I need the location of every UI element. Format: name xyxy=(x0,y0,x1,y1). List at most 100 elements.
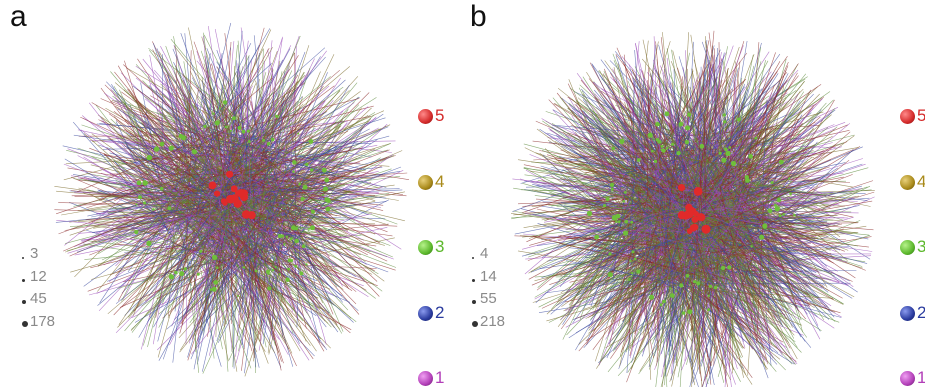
network-node xyxy=(686,274,690,278)
network-node xyxy=(628,278,631,281)
network-node xyxy=(771,181,774,184)
network-node xyxy=(634,258,637,261)
level-2-ball xyxy=(900,306,915,321)
size-legend-item: 14 xyxy=(470,266,505,289)
network-node xyxy=(762,223,767,228)
network-node xyxy=(624,191,627,194)
network-node xyxy=(606,197,610,201)
network-node xyxy=(624,220,628,224)
network-node xyxy=(618,221,621,224)
panel-b-size-legend: 4 14 55 218 xyxy=(470,243,505,333)
network-node xyxy=(654,160,657,163)
network-node xyxy=(779,160,784,165)
network-node xyxy=(788,177,790,179)
network-node xyxy=(707,308,710,311)
network-node xyxy=(696,281,700,285)
network-node xyxy=(629,260,631,262)
network-node xyxy=(708,295,710,297)
network-core-node xyxy=(682,212,690,220)
network-node xyxy=(687,309,692,314)
network-node xyxy=(669,288,671,290)
network-node xyxy=(655,122,660,127)
network-node xyxy=(616,214,621,219)
network-node xyxy=(619,139,624,144)
network-node xyxy=(594,235,599,240)
network-node xyxy=(777,198,781,202)
network-node xyxy=(603,204,606,207)
network-node xyxy=(631,272,633,274)
network-node xyxy=(637,158,640,161)
size-legend-item: 55 xyxy=(470,288,505,311)
network-core-node xyxy=(690,224,697,231)
network-node xyxy=(630,221,633,224)
network-node xyxy=(660,303,663,306)
level-3-ball xyxy=(900,240,915,255)
network-node xyxy=(719,152,722,155)
level-2-item: 2 xyxy=(900,303,925,323)
level-4-ball xyxy=(900,175,915,190)
network-node xyxy=(745,178,750,183)
network-core-node xyxy=(685,204,693,212)
network-node xyxy=(676,151,680,155)
network-node xyxy=(685,125,690,130)
network-node xyxy=(685,140,689,144)
network-node xyxy=(666,147,669,150)
network-node xyxy=(679,122,684,127)
network-node xyxy=(723,113,726,116)
network-node xyxy=(768,208,773,213)
network-node xyxy=(671,143,674,146)
network-node xyxy=(662,149,666,153)
network-node xyxy=(623,230,628,235)
network-node xyxy=(727,265,731,269)
network-node xyxy=(631,250,634,253)
level-5-item: 5 xyxy=(900,106,925,126)
network-node xyxy=(615,221,617,223)
network-node xyxy=(679,283,683,287)
network-node xyxy=(587,211,592,216)
network-node xyxy=(724,147,728,151)
network-node xyxy=(709,285,712,288)
network-node xyxy=(755,137,758,140)
network-node xyxy=(721,158,726,163)
network-node xyxy=(660,145,663,148)
network-node xyxy=(782,213,785,216)
network-node xyxy=(610,183,614,187)
network-node xyxy=(728,146,731,149)
network-node xyxy=(737,118,741,122)
network-core-node xyxy=(693,211,699,217)
level-3-item: 3 xyxy=(900,237,925,257)
network-node xyxy=(779,214,782,217)
network-node xyxy=(649,295,654,300)
network-node xyxy=(714,286,718,290)
size-legend-item: 218 xyxy=(470,311,505,334)
network-core-node xyxy=(678,184,685,191)
network-node xyxy=(687,113,691,117)
network-node xyxy=(731,161,736,166)
network-core-node xyxy=(702,225,711,234)
level-1-item: 1 xyxy=(900,368,925,388)
network-node xyxy=(612,147,615,150)
network-node xyxy=(608,272,613,277)
network-node xyxy=(725,151,730,156)
network-node xyxy=(670,293,675,298)
level-4-item: 4 xyxy=(900,172,925,192)
level-5-ball xyxy=(900,109,915,124)
network-node xyxy=(759,235,764,240)
network-node xyxy=(789,193,792,196)
network-node xyxy=(748,154,753,159)
network-node xyxy=(682,311,686,315)
network-node xyxy=(662,300,666,304)
network-node xyxy=(723,120,726,123)
network-node xyxy=(665,111,670,116)
network-node xyxy=(657,140,661,144)
level-1-ball xyxy=(900,371,915,386)
network-node xyxy=(675,290,677,292)
network-node xyxy=(608,252,611,255)
network-node xyxy=(793,214,796,217)
size-legend-item: 4 xyxy=(470,243,505,266)
network-node xyxy=(750,245,752,247)
network-node xyxy=(775,206,780,211)
network-core-node xyxy=(692,216,699,223)
network-node xyxy=(611,188,614,191)
